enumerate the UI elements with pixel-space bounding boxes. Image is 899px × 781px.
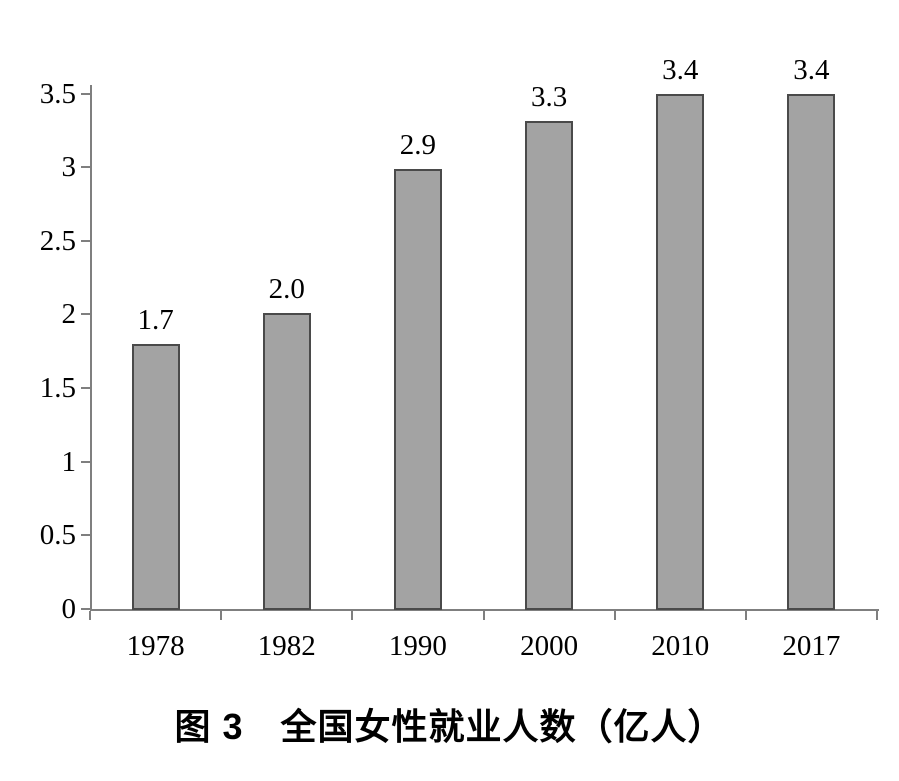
bar bbox=[656, 93, 705, 610]
bar-value-label: 3.3 bbox=[530, 81, 568, 114]
chart-caption: 图 3 全国女性就业人数（亿人） bbox=[174, 706, 725, 747]
bar-value-label: 2.9 bbox=[399, 128, 437, 161]
x-tick bbox=[876, 611, 878, 620]
bar-value-label: 2.0 bbox=[268, 272, 305, 305]
y-tick-label: 1.5 bbox=[39, 372, 76, 405]
bar bbox=[262, 312, 311, 610]
x-category-label: 2010 bbox=[651, 630, 710, 662]
bar-value-label: 1.7 bbox=[137, 303, 174, 336]
y-tick bbox=[81, 313, 90, 316]
y-tick bbox=[81, 387, 90, 390]
x-category-label: 1990 bbox=[388, 630, 447, 662]
x-category-label: 2017 bbox=[782, 630, 841, 662]
y-tick-label: 0.5 bbox=[39, 519, 76, 552]
x-tick bbox=[89, 611, 91, 620]
bar bbox=[131, 343, 180, 610]
y-tick bbox=[81, 239, 90, 242]
x-tick bbox=[744, 611, 747, 620]
y-tick bbox=[81, 608, 90, 610]
x-category-label: 1982 bbox=[257, 630, 316, 662]
x-category-label: 2000 bbox=[520, 630, 579, 662]
y-tick-label: 0 bbox=[61, 593, 77, 625]
bar bbox=[393, 168, 442, 610]
y-tick-label: 2.5 bbox=[39, 224, 76, 257]
y-tick bbox=[81, 166, 90, 169]
x-tick bbox=[220, 611, 223, 620]
x-tick bbox=[482, 611, 485, 620]
y-tick bbox=[81, 534, 90, 537]
plot-area: 0 0.5 1 1.5 2 2.5 3 3.5 1.7 1978 2.0 1982 2.9 1990 3.3… bbox=[39, 53, 879, 662]
y-tick bbox=[81, 460, 90, 463]
y-tick-label: 2 bbox=[61, 298, 77, 331]
x-category-label: 1978 bbox=[126, 630, 185, 662]
bar-value-label: 3.4 bbox=[793, 53, 830, 86]
bar bbox=[525, 121, 574, 610]
x-tick bbox=[351, 611, 354, 620]
bar bbox=[787, 93, 836, 610]
bar-value-label: 3.4 bbox=[662, 53, 699, 86]
x-axis-line bbox=[90, 609, 879, 611]
y-axis-line bbox=[90, 85, 92, 611]
y-tick-label: 1 bbox=[61, 445, 77, 478]
y-tick bbox=[81, 92, 90, 95]
x-tick bbox=[613, 611, 616, 620]
y-tick-label: 3.5 bbox=[39, 77, 76, 110]
y-tick-label: 3 bbox=[61, 151, 77, 184]
